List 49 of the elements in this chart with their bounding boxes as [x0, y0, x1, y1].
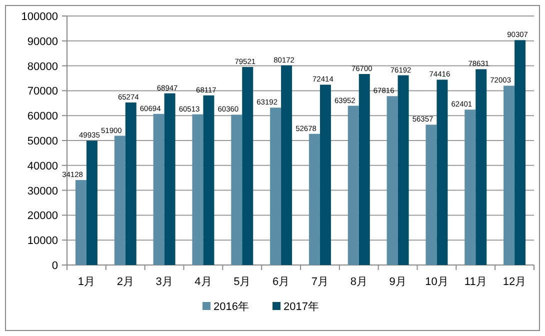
y-tick-label: 10000 [27, 235, 58, 248]
x-tick-label: 11月 [464, 276, 487, 288]
bar [125, 102, 136, 265]
y-tick-label: 0 [52, 260, 58, 272]
y-tick-label: 50000 [27, 136, 58, 148]
y-tick-label: 100000 [21, 11, 58, 23]
x-tick-label: 8月 [350, 276, 368, 288]
x-tick-label: 4月 [194, 276, 212, 288]
y-tick-label: 40000 [27, 160, 58, 172]
bar [320, 84, 331, 265]
bar [114, 136, 126, 265]
bar [192, 114, 204, 265]
bar [358, 74, 370, 265]
bar [164, 93, 176, 265]
y-tick-label: 70000 [27, 86, 58, 98]
bar [426, 124, 437, 265]
x-tick-label: 9月 [389, 276, 406, 288]
bar [281, 65, 292, 265]
bar [231, 114, 242, 265]
bar [504, 86, 515, 265]
bar [348, 106, 359, 265]
bar [270, 108, 282, 265]
x-tick-label: 2月 [116, 276, 134, 288]
bar [514, 40, 526, 265]
bar [242, 66, 254, 265]
legend-label: 2016年 [214, 301, 249, 313]
y-tick-label: 90000 [27, 36, 58, 48]
y-tick-label: 20000 [27, 210, 58, 222]
bar [398, 75, 409, 265]
bar [476, 69, 487, 265]
y-tick-label: 80000 [27, 60, 58, 73]
bar [153, 114, 164, 265]
x-tick-label: 10月 [425, 276, 448, 288]
bar [203, 95, 214, 265]
x-tick-label: 1月 [78, 276, 96, 288]
y-tick-label: 60000 [27, 110, 58, 123]
x-tick-label: 3月 [156, 276, 173, 288]
legend-label: 2017年 [284, 301, 319, 313]
bar [75, 180, 86, 265]
x-tick-label: 12月 [502, 276, 526, 288]
bar [86, 140, 98, 265]
bar [386, 96, 398, 265]
x-tick-label: 5月 [234, 276, 251, 288]
bar [436, 80, 448, 265]
x-tick-label: 7月 [311, 276, 329, 288]
bar [308, 134, 320, 265]
y-tick-label: 30000 [27, 185, 58, 198]
x-tick-label: 6月 [272, 276, 290, 288]
bar [464, 110, 476, 265]
